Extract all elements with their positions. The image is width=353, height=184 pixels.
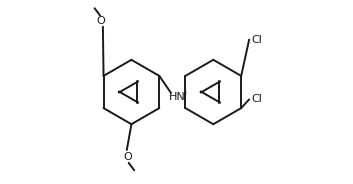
Text: Cl: Cl — [251, 94, 262, 104]
Text: O: O — [123, 152, 132, 162]
Text: HN: HN — [169, 92, 186, 102]
Text: Cl: Cl — [251, 35, 262, 45]
Text: O: O — [97, 16, 106, 26]
